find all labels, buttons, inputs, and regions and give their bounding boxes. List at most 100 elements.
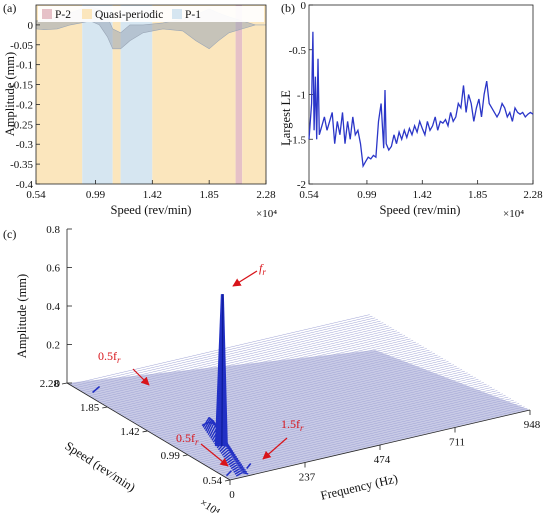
panel-c-label: (c) (3, 227, 16, 241)
spectrum-trace-22 (229, 462, 237, 468)
speed-tick-label-2: 1.42 (120, 426, 139, 438)
grid-line-50 (202, 393, 503, 465)
ytick-label-b-3: -1.5 (289, 134, 307, 146)
superharmonic-spot (246, 463, 252, 470)
legend-a: P-2 Quasi-periodic P-1 (38, 6, 264, 22)
speed-axis (66, 382, 231, 481)
panel-a: (a) 0 -0.05 -0.1 -0.15 -0.2 -0.25 -0.3 -0.35 -0.… (3, 1, 277, 220)
waterfall-spectrum (92, 294, 252, 477)
x-axis-b: 0.54 0.99 1.42 1.85 2.28 (299, 180, 543, 201)
x-exponent-a: ×10⁴ (256, 208, 277, 220)
legend-label-p2: P-2 (55, 9, 71, 21)
grid-line-59 (227, 408, 528, 479)
subharmonic-spot-top (92, 385, 101, 394)
panel-c: (c) 0 0.2 0.4 0.6 0.8 2.28 1.85 1.42 0.99 0.54 0… (3, 224, 541, 518)
grid-line-16 (110, 338, 411, 410)
grid-line-23 (129, 349, 430, 421)
z-axis-ticks: 0 0.2 0.4 0.6 0.8 (46, 224, 72, 390)
speed-tick-mark-3 (182, 454, 188, 457)
grid-line-52 (208, 396, 509, 468)
ztick-label-1: 0.2 (46, 340, 60, 352)
spectrum-trace-r-20 (233, 458, 240, 462)
spectrum-trace-24 (232, 466, 239, 471)
ylabel-b: Largest LE (279, 90, 293, 146)
xtick-label-b-0: 0.54 (299, 189, 319, 201)
largest-le-line (308, 31, 534, 169)
grid-line-43 (183, 382, 484, 453)
subharmonic-spot-bottom (225, 470, 233, 477)
freq-tick-label-1: 237 (299, 472, 316, 484)
grid-line-28 (143, 358, 444, 429)
spectrum-trace-14 (219, 445, 227, 453)
ytick-label-a-8: -0.4 (16, 179, 34, 191)
grid-line-45 (189, 385, 490, 456)
y-axis-b: 0 -0.5 -1 -1.5 -2 (289, 0, 313, 191)
xtick-label-a-2: 1.42 (143, 189, 162, 201)
freq-tick-label-2: 474 (374, 454, 391, 466)
grid-line-27 (140, 356, 441, 427)
floor-grid (69, 314, 528, 479)
grid-line-32 (153, 364, 454, 435)
spectrum-trace-25 (233, 468, 241, 473)
annotation-label-fr: fr (259, 261, 266, 277)
freq-tick-label-4: 948 (524, 419, 541, 431)
speed-exponent-c: ×10⁴ (198, 497, 222, 519)
xtick-label-b-3: 1.85 (468, 189, 488, 201)
grid-line-18 (115, 341, 416, 413)
xtick-label-a-0: 0.54 (26, 189, 46, 201)
spectrum-trace-r-22 (235, 462, 243, 466)
grid-line-26 (137, 354, 438, 426)
frequency-axis-ticks: 0 237 474 711 948 (229, 410, 541, 501)
grid-line-5 (80, 320, 381, 392)
spectrum-trace-r-19 (231, 455, 239, 460)
spectrum-trace-r-17 (229, 451, 236, 456)
frequency-label-c: Frequency (Hz) (319, 471, 399, 502)
xtick-label-b-1: 0.99 (357, 189, 377, 201)
speed-tick-mark-2 (142, 430, 148, 433)
panel-a-label: (a) (3, 1, 16, 15)
panel-b: (b) 0 -0.5 -1 -1.5 -2 0.54 0.99 1.42 1.85 2.28 L… (279, 0, 543, 220)
grid-line-46 (191, 387, 493, 458)
xtick-label-a-3: 1.85 (200, 189, 220, 201)
spectrum-trace-r-23 (236, 464, 244, 468)
plot-frame-a (35, 4, 267, 185)
annotation-label-1p5-fr: 1.5fr (281, 417, 304, 433)
grid-line-55 (216, 401, 517, 473)
spectrum-trace-5 (207, 422, 215, 436)
spectrum-trace-r-25 (239, 468, 246, 471)
xtick-label-a-4: 2.28 (256, 189, 276, 201)
ytick-label-a-4: -0.2 (16, 99, 33, 111)
grid-line-11 (96, 330, 397, 402)
grid-line-31 (151, 362, 452, 434)
grid-line-10 (94, 328, 395, 400)
grid-line-34 (159, 367, 460, 439)
grid-line-22 (126, 348, 427, 419)
annotation-arrow-1p5-fr (262, 437, 288, 460)
x-axis-a: 0.54 0.99 1.42 1.85 2.28 (26, 180, 276, 201)
ytick-label-b-1: -0.5 (289, 45, 307, 57)
speed-tick-mark-1 (102, 406, 108, 409)
annotation-label-half-fr-top: 0.5fr (98, 349, 121, 365)
ytick-label-b-0: 0 (301, 0, 307, 12)
ytick-label-a-7: -0.35 (10, 159, 33, 171)
speed-tick-label-0: 2.28 (40, 378, 60, 390)
ztick-label-0: 0 (55, 378, 61, 390)
region-2 (112, 5, 121, 184)
spectrum-trace-r-27 (242, 471, 249, 475)
ytick-label-a-1: -0.05 (10, 40, 33, 52)
grid-line-49 (200, 391, 501, 463)
grid-line-7 (85, 324, 387, 395)
grid-line-4 (77, 319, 378, 390)
grid-line-13 (102, 333, 403, 405)
grid-line-6 (83, 322, 384, 393)
resonance-peak (214, 294, 228, 447)
grid-line-41 (178, 379, 479, 450)
grid-line-29 (145, 359, 446, 431)
spectrum-trace-4 (206, 419, 214, 434)
annotation-label-half-fr-bottom: 0.5fr (176, 431, 199, 447)
spectrum-trace-15 (220, 447, 228, 454)
grid-line-20 (121, 345, 422, 416)
spectrum-trace-r-14 (225, 444, 233, 451)
spectrum-trace-21 (228, 460, 235, 466)
plot-frame-b (308, 4, 534, 185)
